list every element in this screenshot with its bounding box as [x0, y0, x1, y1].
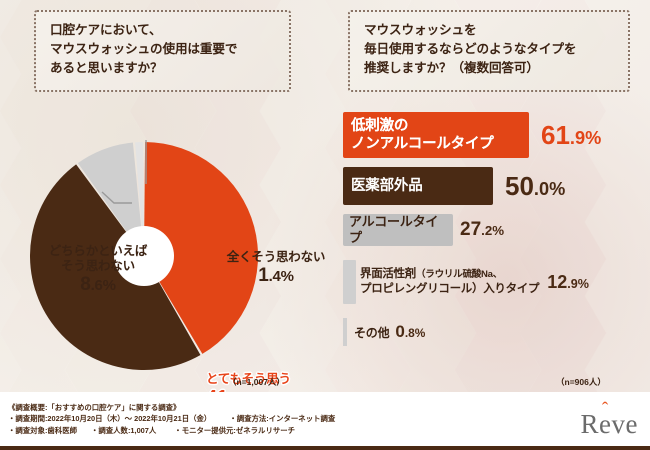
question-text-right: マウスウォッシュを 毎日使用するならどのようなタイプを 推奨しますか？（複数回答… [364, 23, 577, 75]
survey-summary-line2: ・調査期間:2022年10月20日（木）～ 2022年10月21日（金） ・調査方… [8, 414, 336, 424]
bar-label-2: 医薬部外品 [351, 177, 423, 194]
bar-row-4: 界面活性剤（ラウリル硫酸Na、 プロピレングリコール）入りタイプ 12.9% [343, 260, 589, 304]
bar-value-4: 12.9% [547, 271, 589, 292]
bar-chart: 低刺激の ノンアルコールタイプ 61.9% 医薬部外品 50.0% アルコールタ… [343, 112, 643, 372]
pie-slice [144, 142, 258, 354]
bar-fill-5 [343, 318, 347, 346]
pie-label-dochira-omowanai-value: 8.6% [80, 274, 116, 295]
pie-label-mattaku-title: 全くそう思わない [226, 250, 326, 264]
bar-fill-2: 医薬部外品 [343, 167, 493, 205]
bar-fill-1: 低刺激の ノンアルコールタイプ [343, 112, 529, 158]
hexagon-tile [260, 296, 346, 370]
brand-logo: R ˆ eve [580, 399, 638, 439]
circumflex-icon: ˆ [601, 399, 609, 420]
survey-summary-line3: ・調査対象:歯科医師 ・調査人数:1,007人 ・モニター提供元:ゼネラルリサーチ [8, 425, 296, 435]
pie-label-dochira-omowanai-line1: どちらかといえば [48, 244, 148, 258]
hexagon-tile [260, 148, 346, 222]
survey-summary: 《調査概要:「おすすめの口腔ケア」に関する調査》 ・調査期間:2022年10月2… [8, 402, 335, 436]
bar-row-1: 低刺激の ノンアルコールタイプ 61.9% [343, 112, 601, 158]
bar-row-5: その他 0.8% [343, 318, 425, 346]
bar-label-5: その他 [354, 325, 390, 340]
bar-sample-note: （n=906人） [556, 377, 606, 387]
pie-chart: とてもそう思う 41.6% どちらかといえば そう思う 48.4% どちらかとい… [28, 140, 325, 450]
pie-label-mattaku-value: 1.4% [258, 265, 294, 286]
logo-text-pre: R [580, 409, 600, 439]
pie-label-dochira-omowanai: どちらかといえば そう思わない 8.6% [33, 244, 163, 297]
donut-hole [114, 226, 174, 286]
bar-value-3: 27.2% [460, 219, 505, 240]
pie-chart-svg [30, 142, 258, 370]
question-text-left: 口腔ケアにおいて、 マウスウォッシュの使用は重要で あると思いますか？ [50, 23, 238, 75]
bar-value-2: 50.0% [505, 170, 566, 201]
bar-fill-4 [343, 260, 356, 304]
survey-summary-line1: 《調査概要:「おすすめの口腔ケア」に関する調査》 [8, 403, 181, 412]
bar-value-1: 61.9% [541, 119, 602, 150]
pie-label-mattaku: 全くそう思わない 1.4% [216, 250, 336, 288]
logo-text-post: ve [611, 409, 638, 439]
pie-slice [30, 164, 201, 370]
question-box-right: マウスウォッシュを 毎日使用するならどのようなタイプを 推奨しますか？（複数回答… [348, 10, 630, 92]
bar-label-3: アルコールタイプ [349, 214, 439, 245]
pie-sample-note: （n=1,007人） [228, 377, 285, 387]
bar-row-3: アルコールタイプ 27.2% [343, 214, 504, 246]
hexagon-tile [390, 296, 476, 370]
bar-fill-3: アルコールタイプ [343, 214, 453, 246]
pie-label-totemo-title: とてもそう思う [206, 372, 291, 386]
pie-label-dochira-omowanai-line2: そう思わない [61, 259, 135, 273]
footer-band [0, 392, 650, 450]
bar-value-5: 0.8% [395, 322, 426, 341]
bar-label-4: 界面活性剤（ラウリル硫酸Na、 プロピレングリコール）入りタイプ [360, 268, 540, 295]
bar-label-1: 低刺激の ノンアルコールタイプ [351, 118, 494, 152]
bar-row-2: 医薬部外品 50.0% [343, 167, 565, 205]
hexagon-tile [325, 259, 411, 333]
question-box-left: 口腔ケアにおいて、 マウスウォッシュの使用は重要で あると思いますか？ [34, 10, 291, 92]
hexagon-tile [260, 222, 346, 296]
